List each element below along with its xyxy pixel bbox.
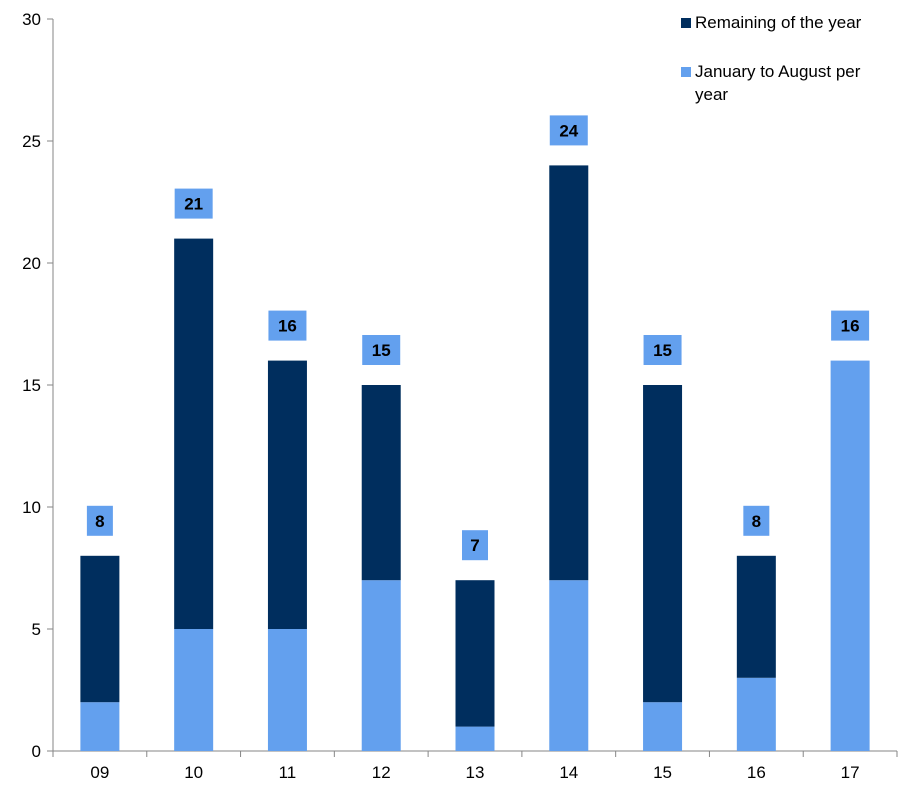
legend-label: Remaining of the year — [695, 13, 862, 32]
x-axis: 09 10 11 12 13 14 15 16 17 — [52, 750, 898, 782]
x-tick-label: 17 — [841, 763, 860, 782]
legend-entry: January to August per year — [681, 62, 861, 104]
legend-swatch — [681, 67, 691, 77]
total-label: 16 — [831, 310, 870, 341]
x-tick-label: 16 — [747, 763, 766, 782]
y-tick-label: 0 — [32, 742, 41, 761]
total-label: 16 — [268, 310, 307, 341]
total-label-box — [462, 530, 488, 561]
total-label-text: 24 — [559, 121, 578, 140]
total-label-text: 15 — [653, 341, 672, 360]
x-tick-label: 14 — [559, 763, 578, 782]
x-tick-label: 11 — [279, 763, 297, 782]
bars — [80, 165, 870, 751]
bar-segment-jan-aug-13 — [455, 726, 495, 751]
bar-segment-remaining-16 — [736, 555, 776, 678]
y-tick-label: 25 — [22, 132, 41, 151]
bar-segment-jan-aug-09 — [80, 702, 120, 751]
total-label: 21 — [174, 188, 213, 219]
total-label-text: 21 — [184, 195, 203, 214]
total-label-box — [86, 505, 113, 536]
total-label-text: 15 — [372, 341, 391, 360]
bar-segment-remaining-09 — [80, 555, 120, 703]
y-axis: 0 5 10 15 20 25 30 — [22, 10, 54, 761]
total-label: 8 — [743, 505, 770, 536]
bar-segment-remaining-11 — [267, 360, 307, 629]
total-label-text: 8 — [752, 512, 761, 531]
total-label-text: 16 — [841, 317, 860, 336]
y-tick-label: 20 — [22, 254, 41, 273]
bar-segment-remaining-15 — [643, 385, 683, 703]
total-label: 8 — [86, 505, 113, 536]
total-label: 15 — [362, 335, 401, 365]
legend-swatch — [681, 18, 691, 28]
bar-segment-remaining-13 — [455, 580, 495, 727]
total-label: 7 — [462, 530, 488, 561]
total-label: 24 — [549, 115, 588, 146]
legend: Remaining of the year January to August p… — [681, 13, 862, 104]
y-tick-label: 15 — [22, 376, 41, 395]
total-label-text: 7 — [470, 536, 479, 555]
x-tick-label: 10 — [184, 763, 203, 782]
legend-label-line: year — [695, 85, 728, 104]
total-label-box — [743, 505, 770, 536]
x-tick-label: 15 — [653, 763, 672, 782]
bar-segment-jan-aug-15 — [643, 702, 683, 751]
total-labels: 8 21 16 15 7 24 15 8 16 — [86, 115, 870, 561]
total-label-box — [362, 335, 401, 365]
total-label-box — [549, 115, 588, 146]
total-label-box — [174, 188, 213, 219]
legend-label-line: January to August per — [695, 62, 861, 81]
x-tick-label: 12 — [372, 763, 391, 782]
bar-segment-remaining-10 — [174, 238, 214, 629]
y-tick-label: 30 — [22, 10, 41, 29]
total-label-box — [831, 310, 870, 341]
bar-segment-jan-aug-14 — [549, 580, 589, 751]
total-label-box — [643, 335, 682, 365]
legend-entry: Remaining of the year — [681, 13, 862, 32]
x-tick-label: 13 — [466, 763, 485, 782]
bar-segment-remaining-14 — [549, 165, 589, 581]
bar-segment-jan-aug-17 — [830, 360, 870, 751]
total-label: 15 — [643, 335, 682, 365]
total-label-text: 8 — [95, 512, 104, 531]
bar-segment-remaining-12 — [361, 385, 401, 581]
bar-segment-jan-aug-10 — [174, 629, 214, 751]
y-tick-label: 10 — [22, 498, 41, 517]
bar-segment-jan-aug-16 — [736, 677, 776, 751]
x-tick-label: 09 — [90, 763, 109, 782]
bar-segment-jan-aug-11 — [267, 629, 307, 751]
total-label-text: 16 — [278, 317, 297, 336]
total-label-box — [268, 310, 307, 341]
y-tick-label: 5 — [32, 620, 41, 639]
bar-segment-jan-aug-12 — [361, 580, 401, 751]
